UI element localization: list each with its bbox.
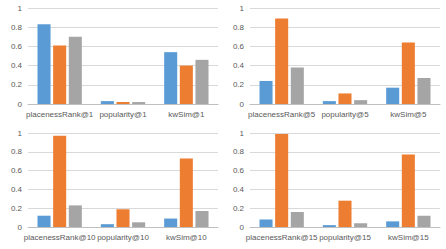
svg-text:kwSim@10: kwSim@10	[166, 233, 207, 242]
svg-text:0.6: 0.6	[233, 42, 245, 51]
svg-text:kwSim@15: kwSim@15	[388, 233, 429, 242]
svg-text:0.6: 0.6	[233, 166, 245, 175]
svg-text:1: 1	[240, 129, 245, 138]
svg-text:popularity@15: popularity@15	[319, 233, 371, 242]
svg-text:0.8: 0.8	[233, 147, 245, 156]
svg-text:0.4: 0.4	[11, 185, 23, 194]
svg-text:kwSim@5: kwSim@5	[390, 110, 427, 119]
svg-text:popularity@5: popularity@5	[321, 110, 369, 119]
svg-text:0.4: 0.4	[11, 61, 23, 70]
svg-text:0.8: 0.8	[11, 147, 23, 156]
svg-text:0: 0	[18, 100, 23, 109]
svg-text:0.6: 0.6	[11, 42, 23, 51]
svg-text:0.8: 0.8	[233, 23, 245, 32]
svg-text:0.4: 0.4	[233, 61, 245, 70]
svg-text:1: 1	[18, 4, 23, 13]
svg-text:0: 0	[18, 223, 23, 232]
svg-text:0.6: 0.6	[11, 166, 23, 175]
svg-text:0: 0	[240, 223, 245, 232]
svg-text:popularity@10: popularity@10	[97, 233, 149, 242]
svg-text:1: 1	[18, 129, 23, 138]
svg-text:0.2: 0.2	[11, 80, 23, 89]
svg-text:1: 1	[240, 4, 245, 13]
svg-text:placenessRank@15: placenessRank@15	[246, 233, 318, 242]
svg-text:0: 0	[240, 100, 245, 109]
svg-text:0.8: 0.8	[11, 23, 23, 32]
svg-text:kwSim@1: kwSim@1	[168, 110, 205, 119]
svg-text:0.4: 0.4	[233, 185, 245, 194]
svg-text:0.2: 0.2	[11, 204, 23, 213]
svg-text:0.2: 0.2	[233, 204, 245, 213]
svg-text:placenessRank@1: placenessRank@1	[26, 110, 94, 119]
svg-text:popularity@1: popularity@1	[99, 110, 147, 119]
svg-text:placenessRank@5: placenessRank@5	[248, 110, 316, 119]
svg-text:0.2: 0.2	[233, 80, 245, 89]
svg-text:placenessRank@10: placenessRank@10	[24, 233, 96, 242]
